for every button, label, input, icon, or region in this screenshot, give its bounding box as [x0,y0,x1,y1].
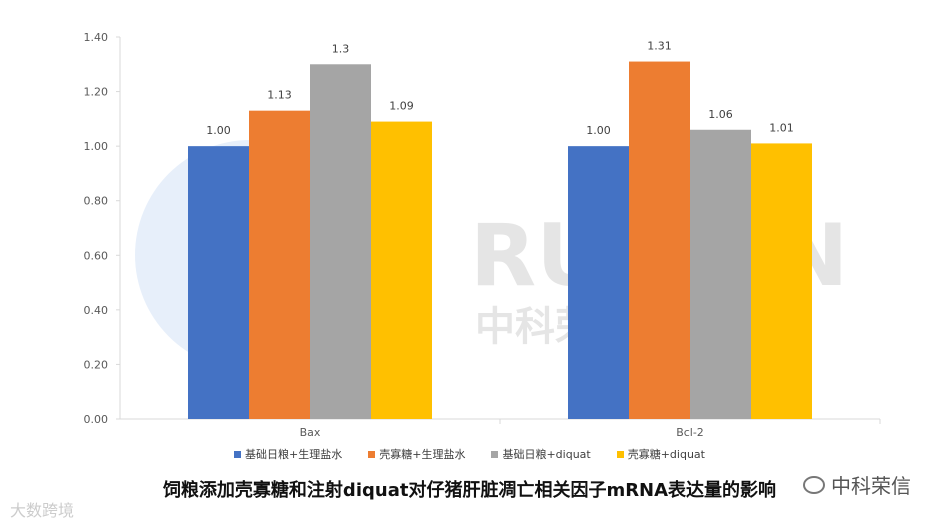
y-tick-label: 1.40 [84,31,109,44]
data-label: 1.31 [647,40,672,53]
x-category-label: Bcl-2 [676,426,704,439]
data-label: 1.09 [389,100,414,113]
data-label: 1.06 [708,108,733,121]
legend-label: 壳寡糖+diquat [627,448,705,461]
data-label: 1.13 [267,89,292,102]
legend-item: 壳寡糖+diquat [616,446,705,462]
axes: 0.00 0.20 0.40 0.60 0.80 1.00 1.20 1.40 Bax Bcl-2 [84,31,881,439]
legend-item: 壳寡糖+生理盐水 [368,446,465,462]
brand-name: 中科荣信 [831,474,911,498]
y-tick-label: 1.00 [84,140,109,153]
y-tick-label: 0.40 [84,304,109,317]
legend-swatch [616,450,624,458]
legend-item: 基础日粮+diquat [491,446,591,462]
y-tick-label: 1.20 [84,86,109,99]
bars [188,61,812,420]
legend-label: 壳寡糖+生理盐水 [379,448,466,461]
bar-chart: RUNXIN 中科荣信 0.000.200.400.600.801.001.20… [84,31,881,439]
data-label: 1.00 [206,124,231,137]
bar-bax-series-2 [310,64,371,420]
y-tick-label: 0.20 [84,358,109,371]
bar-bcl2-series-2 [690,129,751,419]
legend-swatch [491,450,499,458]
figure-caption: 饲粮添加壳寡糖和注射diquat对仔猪肝脏凋亡相关因子mRNA表达量的影响 [162,480,777,501]
data-label: 1.01 [769,121,794,134]
legend-label: 基础日粮+生理盐水 [245,448,343,461]
legend-item: 基础日粮+生理盐水 [234,446,342,462]
legend: 基础日粮+生理盐水 壳寡糖+生理盐水 基础日粮+diquat 壳寡糖+diquat [0,446,939,462]
data-label: 1.3 [332,42,350,55]
brand-badge: 中科荣信 [803,470,911,499]
bar-bax-series-0 [188,146,249,419]
bar-bcl2-series-1 [629,61,690,420]
data-labels: 1.00 1.13 1.3 1.09 1.00 1.31 1.06 1.01 [206,40,794,138]
source-watermark: 大数跨境 [10,501,75,520]
legend-swatch [234,450,242,458]
legend-label: 基础日粮+diquat [502,448,591,461]
bar-bax-series-1 [249,110,310,420]
wechat-icon [803,475,825,494]
bar-bcl2-series-3 [751,143,812,419]
legend-swatch [368,450,376,458]
y-tick-label: 0.60 [84,249,109,262]
bar-bax-series-3 [371,121,432,419]
y-tick-label: 0.80 [84,195,109,208]
y-tick-label: 0.00 [84,413,109,426]
data-label: 1.00 [586,124,611,137]
bar-bcl2-series-0 [568,146,629,419]
x-category-label: Bax [300,426,321,439]
